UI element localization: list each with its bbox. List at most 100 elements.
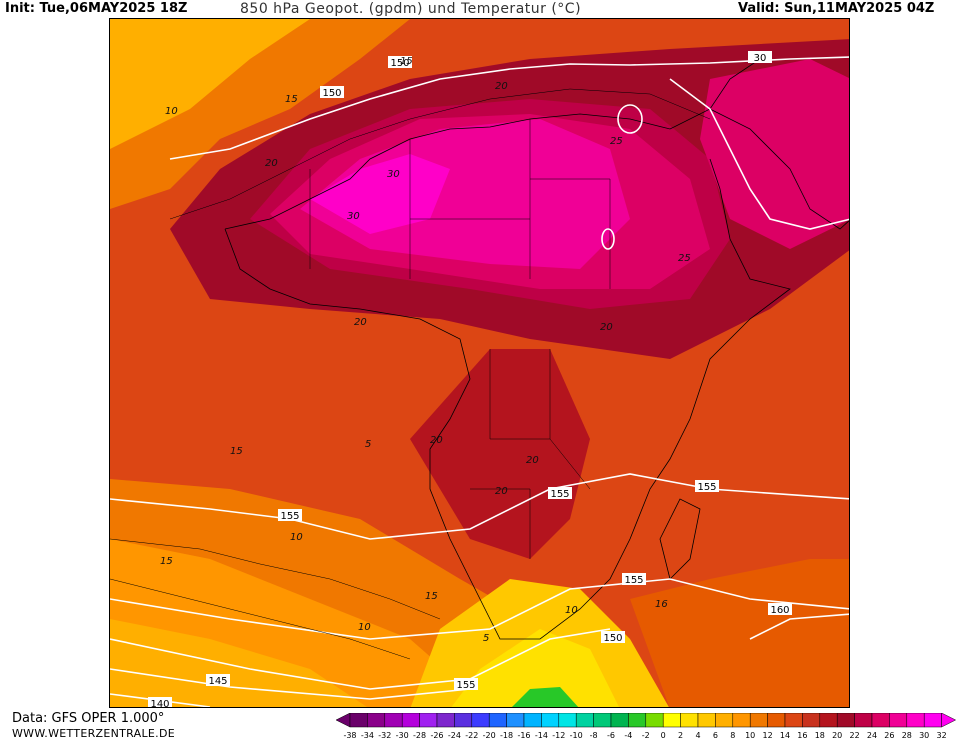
colorbar-tick-label: -20	[483, 731, 496, 740]
temperature-label: 10	[358, 622, 371, 633]
isotherm-20	[169, 88, 711, 220]
colorbar-cell	[923, 713, 942, 728]
colorbar-tick-label: 4	[695, 731, 700, 740]
colorbar-tick-label: 24	[867, 731, 877, 740]
temp-band-green	[512, 687, 579, 707]
colorbar-cell	[436, 713, 455, 728]
isotherm-15	[110, 538, 441, 620]
temperature-label: 10	[565, 605, 578, 616]
colorbar-cell	[889, 713, 908, 728]
chart-title: 850 hPa Geopot. (gpdm) und Temperatur (°…	[240, 1, 582, 17]
colorbar-tick-label: -24	[448, 731, 461, 740]
colorbar-tick-label: 20	[832, 731, 842, 740]
temperature-label: 15	[285, 94, 298, 105]
temperature-labels: 10 15 15 20 20 25 25 30 30 20 20 20 20 15 15 10 10 15 10 5 1…	[160, 56, 691, 644]
valid-time-label: Valid: Sun,11MAY2025 04Z	[738, 1, 935, 16]
colorbar-tick-label: -16	[517, 731, 530, 740]
svg-text:150: 150	[390, 58, 409, 69]
colorbar-tick-label: 30	[919, 731, 929, 740]
temperature-label: 15	[160, 556, 173, 567]
geopotential-label: 150	[320, 86, 344, 99]
colorbar-tick-label: -22	[465, 731, 478, 740]
arabia-coastline	[709, 108, 849, 230]
temp-band-sahara-core	[310, 154, 450, 234]
svg-text:160: 160	[770, 605, 789, 616]
geopotential-label: 155	[695, 480, 719, 493]
isohypse-155-a	[110, 473, 849, 540]
colorbar-cells	[336, 713, 957, 728]
colorbar-tick-label: 6	[713, 731, 718, 740]
colorbar-cell	[523, 713, 542, 728]
colorbar-cell	[488, 713, 507, 728]
data-source-label: Data: GFS OPER 1.000°	[12, 711, 165, 726]
isohypse-160	[749, 613, 849, 640]
colorbar-cell	[871, 713, 890, 728]
isohypse-150-arabia	[669, 78, 849, 230]
colorbar-arrow-low	[336, 713, 351, 728]
colorbar-cell	[575, 713, 594, 728]
isohypse-150-s	[110, 628, 611, 690]
temperature-label: 20	[600, 322, 613, 333]
temperature-label: 15	[425, 591, 438, 602]
temperature-label: 20	[495, 486, 508, 497]
svg-text:155: 155	[624, 575, 643, 586]
colorbar-tick-label: -14	[535, 731, 548, 740]
temp-band-s-africa-cool	[451, 629, 619, 707]
temperature-label: 20	[354, 317, 367, 328]
temperature-label: 10	[290, 532, 303, 543]
africa-coastline	[224, 158, 791, 640]
colorbar-cell	[697, 713, 716, 728]
geopotential-label: 155	[278, 509, 302, 522]
colorbar-tick-label: -32	[378, 731, 391, 740]
colorbar-tick-label: -18	[500, 731, 513, 740]
temperature-label: 16	[655, 599, 668, 610]
colorbar-cell	[802, 713, 821, 728]
isotherm-10	[110, 578, 411, 660]
colorbar-cell	[906, 713, 925, 728]
colorbar-tick-label: -38	[343, 731, 356, 740]
geopotential-label: 155	[454, 678, 478, 691]
temperature-label: 20	[495, 81, 508, 92]
isohypse-150-n	[169, 56, 849, 160]
colorbar-tick-label: -2	[642, 731, 650, 740]
colorbar-cell	[401, 713, 420, 728]
colorbar-cell	[367, 713, 386, 728]
svg-text:155: 155	[697, 482, 716, 493]
colorbar-arrow-high	[941, 713, 957, 728]
north-africa-coastline	[224, 58, 761, 230]
isohypse-closed-1	[617, 104, 643, 134]
colorbar-cell	[541, 713, 560, 728]
isohypse-155-b	[110, 578, 849, 640]
colorbar-cell	[732, 713, 751, 728]
colorbar-cell	[784, 713, 803, 728]
colorbar-cell	[767, 713, 786, 728]
colorbar-tick-label: -12	[552, 731, 565, 740]
colorbar-cell	[610, 713, 629, 728]
colorbar-cell	[662, 713, 681, 728]
colorbar-tick-label: 26	[884, 731, 894, 740]
colorbar-cell	[384, 713, 403, 728]
temperature-label: 20	[265, 158, 278, 169]
svg-text:140: 140	[150, 699, 169, 708]
geopotential-label: 155	[548, 487, 572, 500]
geopotential-label: 150	[601, 631, 625, 644]
colorbar-tick-label: 18	[815, 731, 825, 740]
svg-text:155: 155	[456, 680, 475, 691]
colorbar-cell	[558, 713, 577, 728]
colorbar-tick-label: 22	[850, 731, 860, 740]
colorbar-tick-label: 0	[661, 731, 666, 740]
colorbar-cell	[645, 713, 664, 728]
temperature-label: 5	[483, 633, 489, 644]
temp-band-indian-ocean	[630, 559, 849, 707]
temperature-colorbar: -38 -34 -32 -30 -28 -26 -24 -22 -20 -18 -16 -14 -12-…	[336, 713, 957, 740]
svg-text:150: 150	[603, 633, 622, 644]
colorbar-tick-label: -30	[396, 731, 409, 740]
svg-text:155: 155	[550, 489, 569, 500]
temperature-label: 25	[678, 253, 691, 264]
colorbar-tick-label: 10	[745, 731, 755, 740]
init-time-label: Init: Tue,06MAY2025 18Z	[5, 1, 188, 16]
colorbar-cell	[593, 713, 612, 728]
colorbar-cell	[854, 713, 873, 728]
colorbar-cell	[349, 713, 368, 728]
